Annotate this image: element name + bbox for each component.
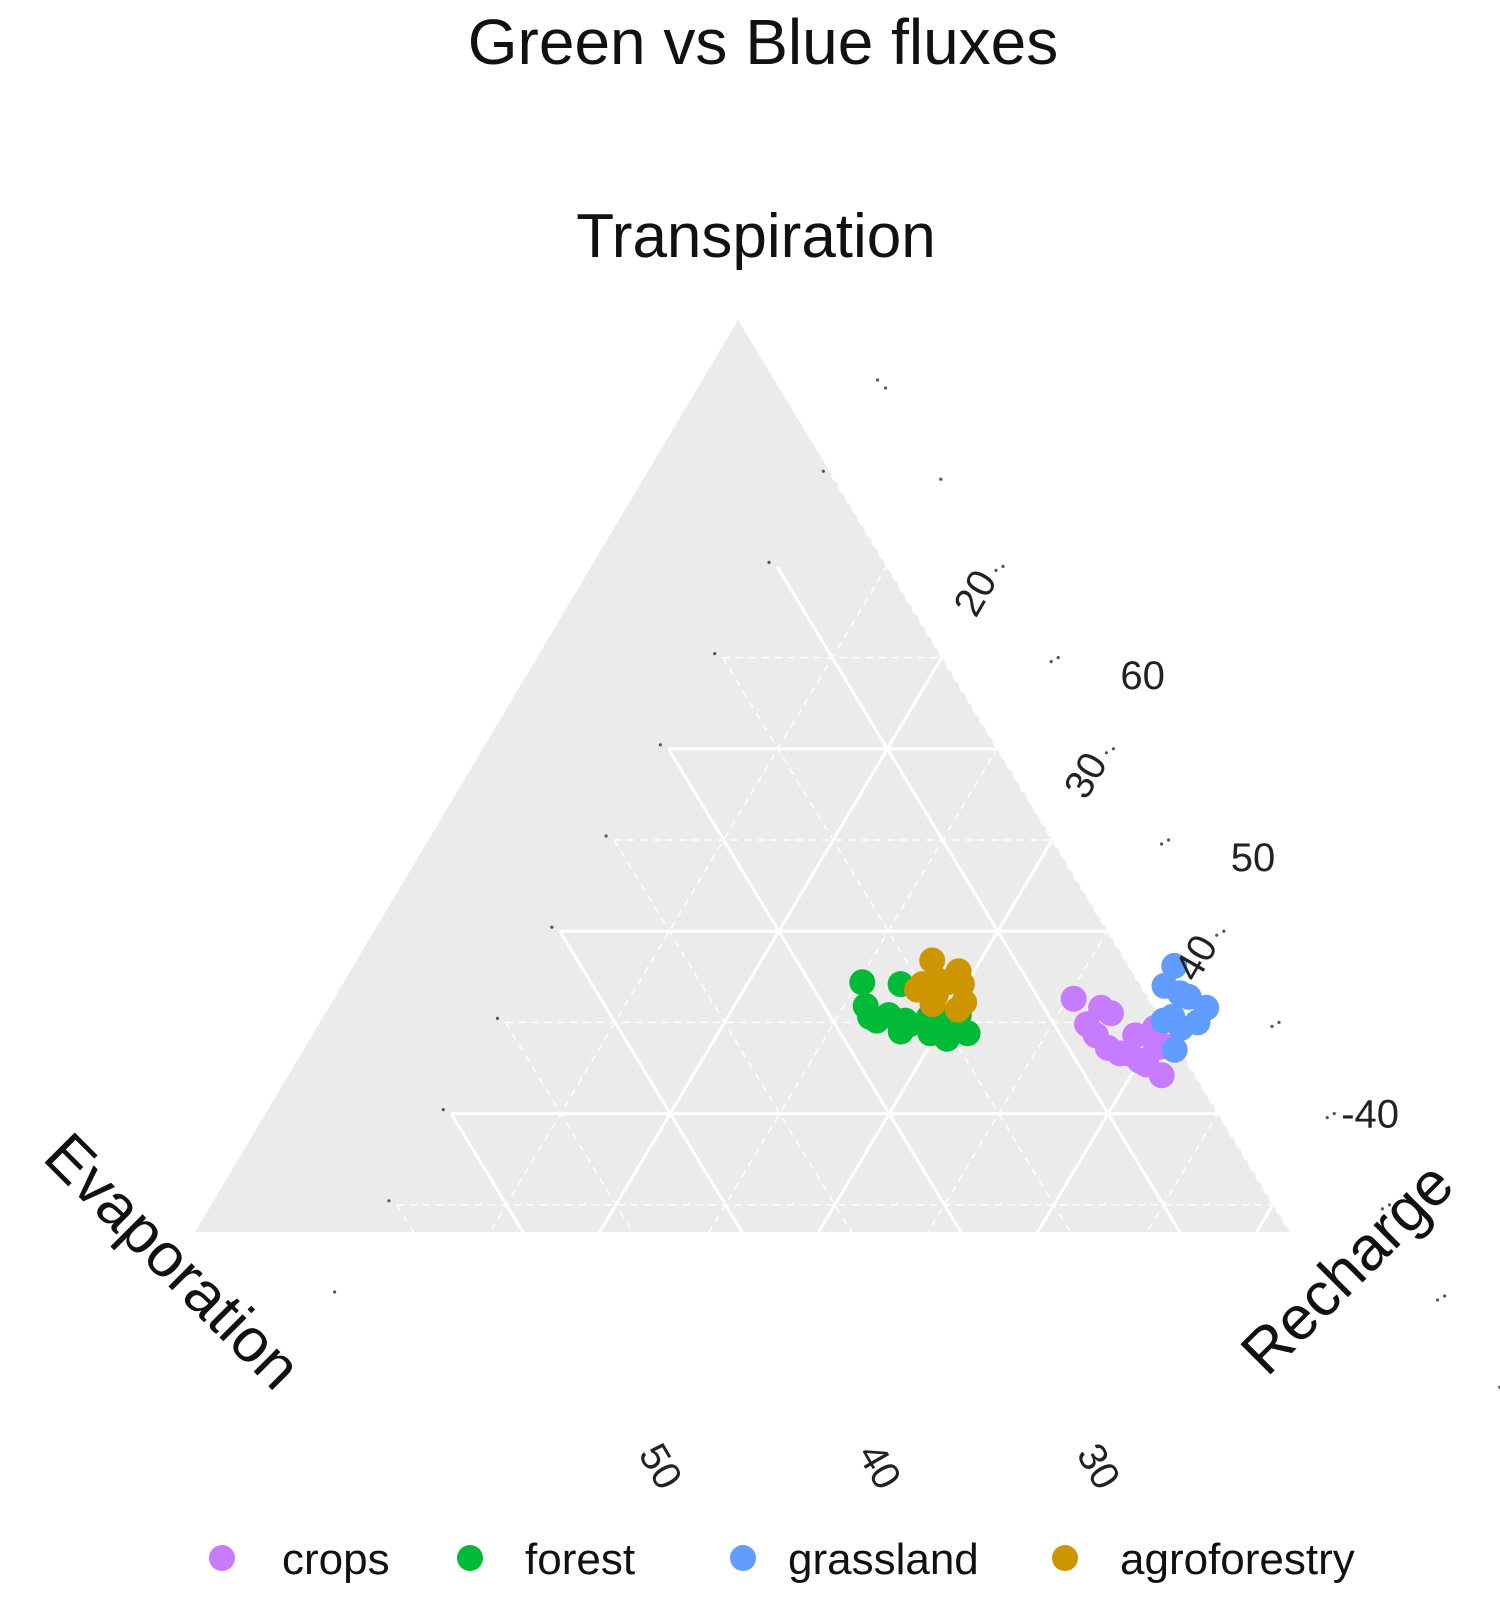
tick-mark bbox=[387, 1199, 391, 1203]
tick-label-evaporation: 40 bbox=[849, 1436, 909, 1497]
legend-key-grassland bbox=[730, 1545, 756, 1571]
legend-label-agroforestry: agroforestry bbox=[1120, 1535, 1355, 1584]
grassland-point bbox=[1161, 1036, 1188, 1063]
tick-label-evaporation: 30 bbox=[1068, 1436, 1128, 1497]
legend-key-crops bbox=[209, 1545, 235, 1571]
grassland-point bbox=[1151, 972, 1178, 999]
tick-mark bbox=[939, 477, 943, 481]
tick-mark bbox=[1443, 1294, 1447, 1298]
gridline-evaporation bbox=[558, 930, 893, 1480]
agroforestry-point bbox=[944, 996, 971, 1023]
agroforestry-point bbox=[904, 976, 931, 1003]
axis-title-transpiration: Transpiration bbox=[576, 202, 936, 271]
tick-label-evaporation: 50 bbox=[630, 1436, 690, 1497]
gridline-recharge bbox=[780, 839, 1163, 1479]
tick-mark bbox=[658, 743, 663, 747]
crops-point bbox=[1122, 1022, 1149, 1049]
gridline-recharge bbox=[1108, 1112, 1329, 1480]
tick-mark bbox=[713, 652, 717, 656]
agroforestry-point bbox=[919, 947, 946, 974]
tick-mark bbox=[1111, 747, 1115, 751]
tick-mark bbox=[1387, 1203, 1391, 1207]
tick-mark bbox=[1056, 656, 1060, 660]
tick-mark bbox=[1270, 1024, 1274, 1028]
tick-label-transpiration: 50 bbox=[1231, 836, 1276, 880]
gridline-recharge bbox=[1218, 1204, 1384, 1479]
gridline-evaporation bbox=[775, 565, 1331, 1480]
forest-point bbox=[863, 1007, 890, 1034]
axis-title-recharge: Recharge bbox=[1228, 1149, 1467, 1388]
gridline-evaporation bbox=[504, 1022, 783, 1479]
gridline-evaporation bbox=[449, 1112, 674, 1480]
legend-key-agroforestry bbox=[1052, 1545, 1078, 1571]
crops-point bbox=[1088, 994, 1115, 1021]
legend: crops forest grassland agroforestry bbox=[209, 1535, 1355, 1584]
gridline-evaporation bbox=[722, 657, 1221, 1479]
legend-label-grassland: grassland bbox=[788, 1535, 979, 1584]
tick-mark bbox=[495, 1016, 500, 1021]
plot-area-triangle bbox=[195, 320, 1290, 1232]
tick-label-transpiration: 60 bbox=[1120, 654, 1165, 698]
tick-mark bbox=[1277, 1020, 1281, 1024]
tick-mark bbox=[1380, 1207, 1384, 1211]
tick-mark bbox=[1222, 929, 1226, 933]
agroforestry-point bbox=[945, 958, 972, 985]
gridline-recharge bbox=[561, 657, 1052, 1479]
grassland-point bbox=[1161, 952, 1188, 979]
series-grassland bbox=[1150, 952, 1220, 1063]
tick-mark bbox=[1049, 660, 1053, 664]
legend-item-crops: crops bbox=[209, 1535, 390, 1584]
tick-mark bbox=[994, 568, 998, 573]
tick-mark bbox=[1436, 1298, 1440, 1302]
tick-mark bbox=[1001, 564, 1005, 569]
forest-point bbox=[933, 1025, 960, 1052]
tick-mark bbox=[1160, 842, 1164, 846]
gridline-recharge bbox=[451, 565, 998, 1480]
tick-mark bbox=[884, 386, 888, 390]
chart-title: Green vs Blue fluxes bbox=[468, 6, 1059, 78]
legend-label-crops: crops bbox=[282, 1535, 390, 1584]
data-points bbox=[849, 947, 1220, 1089]
legend-item-grassland: grassland bbox=[730, 1535, 979, 1584]
forest-point bbox=[849, 969, 876, 996]
tick-mark bbox=[1332, 1112, 1336, 1116]
grassland-point bbox=[1150, 1007, 1177, 1034]
gridline-evaporation bbox=[830, 474, 1440, 1479]
grassland-point bbox=[1193, 994, 1220, 1021]
crops-point bbox=[1060, 985, 1087, 1012]
tick-mark bbox=[1104, 751, 1108, 755]
gridline-evaporation bbox=[396, 1204, 564, 1479]
tick-label-recharge: 20 bbox=[945, 563, 1005, 624]
tick-mark bbox=[876, 378, 880, 382]
tick-mark bbox=[1325, 1116, 1329, 1120]
tick-mark bbox=[604, 834, 608, 838]
tick-mark bbox=[550, 925, 554, 929]
legend-label-forest: forest bbox=[525, 1535, 635, 1584]
tick-mark bbox=[333, 1290, 337, 1294]
crops-point bbox=[1148, 1062, 1175, 1089]
gridline-recharge bbox=[999, 1022, 1273, 1479]
legend-item-forest: forest bbox=[457, 1535, 635, 1584]
tick-mark bbox=[821, 469, 825, 473]
tick-label-recharge: 30 bbox=[1056, 745, 1116, 806]
series-agroforestry bbox=[904, 947, 978, 1023]
tick-mark bbox=[1215, 933, 1219, 937]
tick-mark bbox=[1167, 838, 1171, 842]
tick-mark bbox=[767, 560, 771, 565]
legend-key-forest bbox=[457, 1545, 483, 1571]
major-gridlines bbox=[342, 565, 1438, 1480]
tick-mark bbox=[441, 1108, 445, 1112]
tick-label-transpiration: -40 bbox=[1341, 1093, 1399, 1137]
forest-point bbox=[896, 1011, 923, 1038]
legend-item-agroforestry: agroforestry bbox=[1052, 1535, 1355, 1584]
tick-marks bbox=[333, 378, 1500, 1389]
